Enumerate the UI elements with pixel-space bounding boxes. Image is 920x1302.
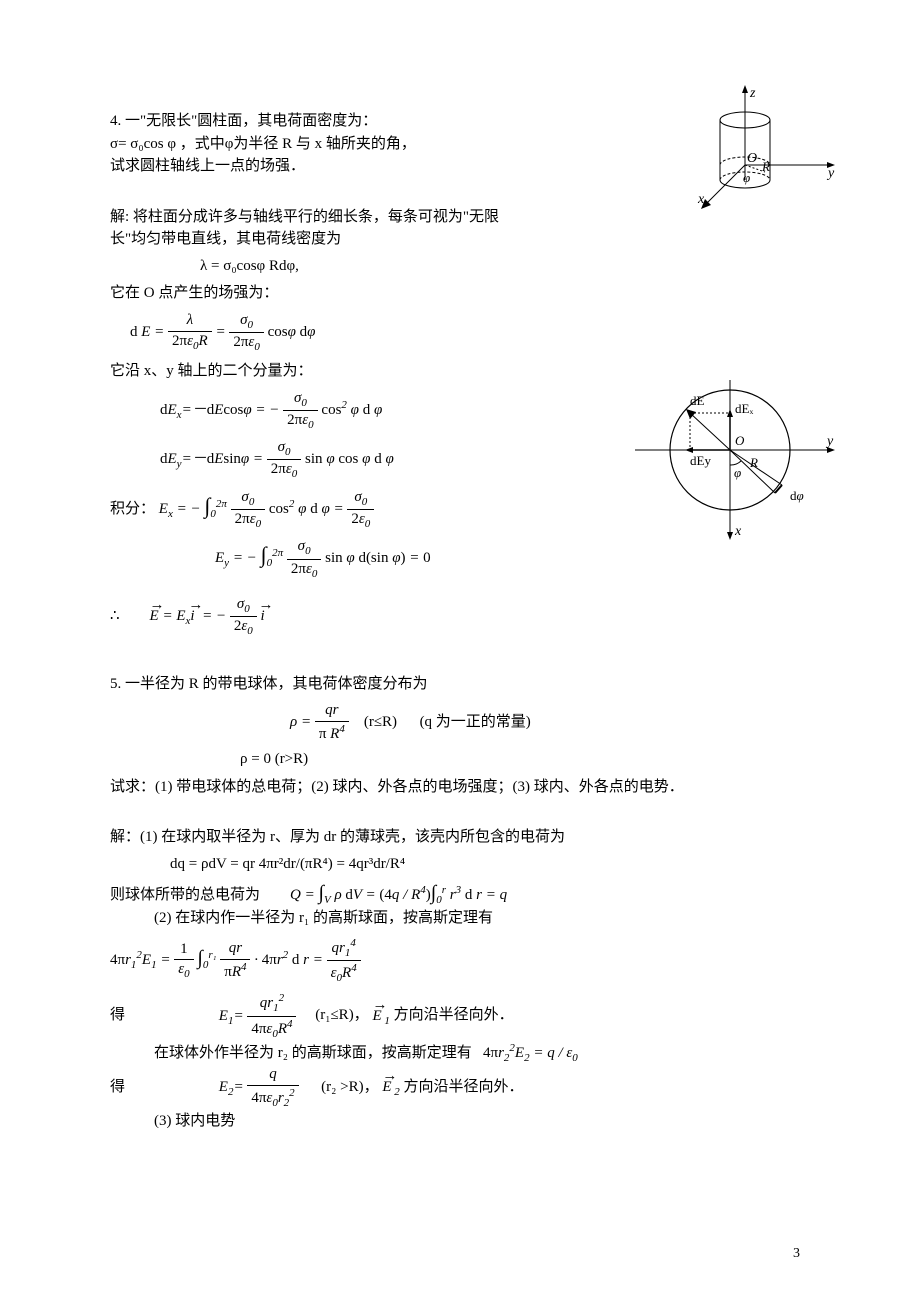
svg-text:O: O (747, 151, 757, 166)
problem5-part3: (3) 球内电势 (110, 1110, 810, 1133)
cylinder-diagram: z O R φ y x (650, 85, 840, 235)
dq-equation: dq = ρdV = qr 4πr²dr/(πR⁴) = 4qr³dr/R⁴ (110, 855, 810, 875)
rho-zero: ρ = 0 (r>R) (110, 750, 810, 770)
problem4-sol-p2: 它在 O 点产生的场强为： (110, 282, 810, 305)
E-result: ∴ E→ = Exi→ = − σ02ε0 i→ (110, 595, 810, 639)
svg-text:y: y (825, 434, 834, 449)
svg-text:dEy: dEy (690, 453, 711, 468)
svg-text:dE: dE (690, 393, 705, 408)
svg-text:φ: φ (734, 465, 741, 480)
svg-text:dEₓ: dEₓ (735, 401, 753, 416)
page: z O R φ y x y x O R φ dφ dE (0, 0, 920, 1302)
svg-text:x: x (734, 524, 742, 539)
svg-text:φ: φ (743, 170, 750, 185)
svg-text:z: z (749, 86, 756, 101)
gauss1-equation: 4πr12E1 = 1ε0 ∫0r₁ qrπR4 · 4πr2 d r = qr… (110, 936, 810, 986)
E2-result: 得 E2= q4πε0r22 (r₂ >R)， E→ 2 方向沿半径向外． (110, 1065, 810, 1110)
page-number: 3 (793, 1246, 800, 1262)
dE-equation: d E = λ2πε0R = σ02πε0 cosφ dφ (100, 311, 810, 355)
problem5-part2b: 在球体外作半径为 r₂ 的高斯球面，按高斯定理有 4πr22E2 = q / ε… (110, 1041, 810, 1065)
svg-text:dφ: dφ (790, 488, 804, 503)
svg-text:y: y (826, 166, 835, 181)
totalQ: 则球体所带的总电荷为 Q = ∫V ρ dV = (4q / R4)∫0r r3… (110, 880, 810, 907)
problem5-ask: 试求：(1) 带电球体的总电荷；(2) 球内、外各点的电场强度；(3) 球内、外… (110, 776, 810, 799)
lambda-equation: λ = σ₀cosφ Rdφ, (110, 257, 810, 277)
problem5-part2a: (2) 在球内作一半径为 r₁ 的高斯球面，按高斯定理有 (110, 907, 810, 930)
problem5-heading: 5. 一半径为 R 的带电球体，其电荷体密度分布为 (110, 673, 810, 696)
problem5-part1: 解：(1) 在球内取半径为 r、厚为 dr 的薄球壳，该壳内所包含的电荷为 (110, 826, 810, 849)
circle-diagram: y x O R φ dφ dE dEₓ dEy (630, 365, 840, 555)
svg-text:R: R (761, 159, 770, 174)
svg-text:O: O (735, 433, 745, 448)
rho-equation: ρ = qrπ R4 (r≤R) (q 为一正的常量) (110, 701, 810, 744)
svg-text:x: x (697, 192, 705, 207)
E1-result: 得 E1= qr124πε0R4 (r₁≤R)， E→ 1 方向沿半径向外． (110, 991, 810, 1041)
